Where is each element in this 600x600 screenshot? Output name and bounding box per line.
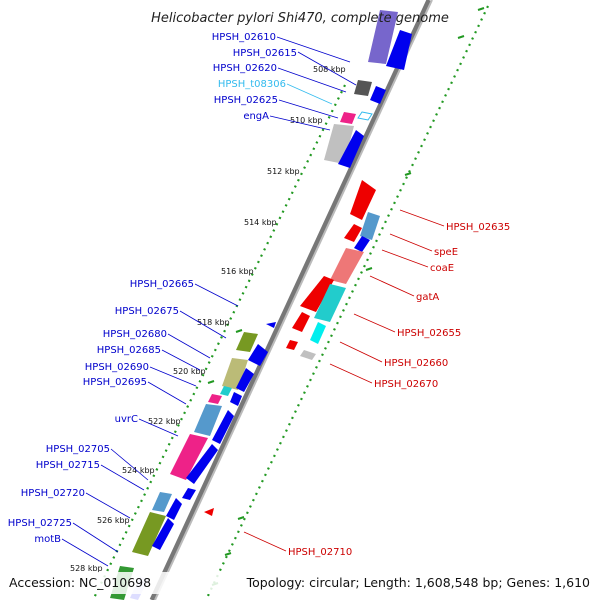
gene-feature-enga-red[interactable] bbox=[340, 112, 356, 124]
gene-feature-hpsh-02705-forward[interactable] bbox=[186, 444, 218, 484]
gene-feature-hpsh-02670-b[interactable] bbox=[300, 350, 316, 360]
gene-label-uvrc[interactable]: uvrC bbox=[115, 414, 138, 425]
gene-feature-hpsh-02725[interactable] bbox=[132, 512, 166, 556]
gene-feature-marker-blue[interactable] bbox=[266, 322, 276, 328]
footer: Accession: NC_010698 Topology: circular;… bbox=[0, 572, 600, 594]
accession-text: Accession: NC_010698 bbox=[9, 575, 151, 590]
gene-feature-hpsh-02720[interactable] bbox=[152, 492, 172, 512]
gc-skew-marks bbox=[207, 7, 485, 586]
scale-label-526: 526 kbp bbox=[97, 516, 130, 525]
gene-feature-hpsh-02720-forward[interactable] bbox=[166, 498, 182, 520]
gene-label-hpsh-02620[interactable]: HPSH_02620 bbox=[213, 63, 277, 74]
gene-feature-hpsh-02715[interactable] bbox=[182, 488, 196, 500]
gene-label-hpsh-02690[interactable]: HPSH_02690 bbox=[85, 362, 149, 373]
gene-label-hpsh-02705[interactable]: HPSH_02705 bbox=[46, 444, 110, 455]
gene-label-hpsh-02725[interactable]: HPSH_02725 bbox=[8, 518, 72, 529]
gene-label-hpsh-02680[interactable]: HPSH_02680 bbox=[103, 329, 167, 340]
gene-label-hpsh-02675[interactable]: HPSH_02675 bbox=[115, 306, 179, 317]
gene-feature-hpsh-02695-b[interactable] bbox=[208, 394, 222, 404]
gene-feature-hpsh-t08306 bbox=[357, 111, 373, 121]
right-leader-lines bbox=[243, 209, 445, 552]
scale-label-514: 514 kbp bbox=[244, 218, 277, 227]
reverse-strand-genes bbox=[204, 180, 380, 516]
gene-feature-hpsh-02690[interactable] bbox=[220, 386, 232, 396]
gene-feature-hpsh-02710[interactable] bbox=[204, 508, 214, 516]
gene-label-gata[interactable]: gatA bbox=[416, 292, 439, 303]
gene-label-hpsh-02625[interactable]: HPSH_02625 bbox=[214, 95, 278, 106]
gene-feature-hpsh-02620[interactable] bbox=[354, 80, 372, 96]
gene-label-hpsh-02615[interactable]: HPSH_02615 bbox=[233, 48, 297, 59]
gene-label-hpsh-02720[interactable]: HPSH_02720 bbox=[21, 488, 85, 499]
scale-label-528: 528 kbp bbox=[70, 564, 103, 573]
gene-feature-enga-forward[interactable] bbox=[338, 130, 364, 168]
gene-feature-motb[interactable] bbox=[152, 518, 174, 550]
gene-label-hpsh-02665[interactable]: HPSH_02665 bbox=[130, 279, 194, 290]
gene-feature-uvrc-forward[interactable] bbox=[212, 410, 234, 444]
gene-feature-hpsh-02655[interactable] bbox=[300, 276, 334, 312]
scale-label-520: 520 kbp bbox=[173, 367, 206, 376]
gene-label-hpsh-02655[interactable]: HPSH_02655 bbox=[397, 328, 461, 339]
gene-label-hpsh-02715[interactable]: HPSH_02715 bbox=[36, 460, 100, 471]
gene-feature-hpsh-02665[interactable] bbox=[236, 332, 258, 352]
gene-label-spee[interactable]: speE bbox=[434, 247, 458, 258]
gene-feature-hpsh-02675[interactable] bbox=[248, 344, 268, 366]
gene-label-hpsh-02660[interactable]: HPSH_02660 bbox=[384, 358, 448, 369]
gene-feature-uvrc[interactable] bbox=[194, 404, 222, 436]
scale-label-522: 522 kbp bbox=[148, 417, 181, 426]
genome-summary-text: Topology: circular; Length: 1,608,548 bp… bbox=[246, 575, 590, 590]
gene-label-hpsh-t08306[interactable]: HPSH_t08306 bbox=[218, 79, 286, 90]
right-gene-labels: HPSH_02635 speE coaE gatA HPSH_02655 HPS… bbox=[288, 222, 510, 558]
gene-label-hpsh-02685[interactable]: HPSH_02685 bbox=[97, 345, 161, 356]
gene-feature-hpsh-02705[interactable] bbox=[170, 434, 208, 480]
scale-label-518: 518 kbp bbox=[197, 318, 230, 327]
genome-backbone bbox=[149, 0, 433, 600]
gene-label-coae[interactable]: coaE bbox=[430, 263, 454, 274]
gene-label-hpsh-02610[interactable]: HPSH_02610 bbox=[212, 32, 276, 43]
gene-feature-gata[interactable] bbox=[330, 248, 364, 284]
gene-feature-spee[interactable] bbox=[360, 212, 380, 240]
gene-feature-hpsh-02680[interactable] bbox=[222, 358, 248, 390]
gene-feature-hpsh-02610[interactable] bbox=[368, 10, 398, 64]
gene-feature-hpsh-02625[interactable] bbox=[370, 86, 386, 104]
gc-content-track bbox=[92, 5, 489, 600]
map-title: Helicobacter pylori Shi470, complete gen… bbox=[151, 11, 449, 26]
gene-feature-hpsh-02660-b[interactable] bbox=[310, 322, 326, 344]
gene-label-enga[interactable]: engA bbox=[243, 111, 269, 122]
left-leader-lines bbox=[61, 36, 357, 567]
gene-feature-coae[interactable] bbox=[344, 224, 362, 242]
gene-feature-hpsh-02670[interactable] bbox=[286, 340, 298, 350]
scale-label-516: 516 kbp bbox=[221, 267, 254, 276]
gene-label-hpsh-02695[interactable]: HPSH_02695 bbox=[83, 377, 147, 388]
gene-feature-hpsh-02695-a[interactable] bbox=[230, 392, 242, 406]
gene-feature-hpsh-02615[interactable] bbox=[386, 30, 412, 70]
gene-feature-hpsh-02660[interactable] bbox=[314, 284, 346, 322]
gene-label-hpsh-02635[interactable]: HPSH_02635 bbox=[446, 222, 510, 233]
scale-label-524: 524 kbp bbox=[122, 466, 155, 475]
left-gene-labels: HPSH_02610 HPSH_02615 HPSH_02620 HPSH_t0… bbox=[8, 32, 297, 545]
scale-label-512: 512 kbp bbox=[267, 167, 300, 176]
gene-feature-hpsh-02685[interactable] bbox=[236, 368, 254, 392]
gene-feature-hpsh-02635[interactable] bbox=[350, 180, 376, 220]
gene-label-hpsh-02670[interactable]: HPSH_02670 bbox=[374, 379, 438, 390]
gene-label-motb[interactable]: motB bbox=[34, 534, 61, 545]
scale-label-510: 510 kbp bbox=[290, 116, 323, 125]
gene-label-hpsh-02710[interactable]: HPSH_02710 bbox=[288, 547, 352, 558]
gene-feature-hpsh-02655-b[interactable] bbox=[292, 312, 310, 332]
gene-feature-gata-blue[interactable] bbox=[354, 236, 370, 252]
